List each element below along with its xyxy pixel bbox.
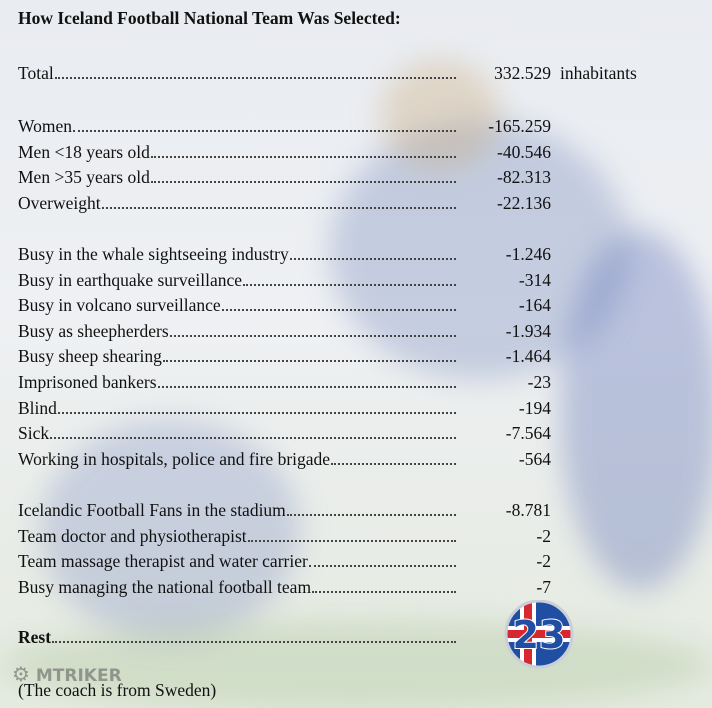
row: Sick: [18, 421, 458, 445]
unit: inhabitants: [560, 63, 637, 83]
row: Busy in the whale sightseeing industry: [18, 242, 458, 266]
row-label: Icelandic Football Fans in the stadium: [18, 500, 286, 520]
row-label: Total: [18, 63, 54, 83]
row: Total: [18, 61, 458, 85]
row: Busy in earthquake surveillance: [18, 268, 458, 292]
row: Working in hospitals, police and fire br…: [18, 447, 458, 471]
dot-leader: [169, 334, 456, 337]
dot-leader: [157, 386, 456, 388]
dot-leader: [150, 155, 456, 158]
dot-leader: [101, 206, 456, 209]
row-value: -314: [518, 269, 551, 290]
row: Men <18 years old: [18, 140, 458, 164]
background-photo: [560, 230, 712, 590]
row-label: Overweight: [18, 192, 101, 213]
dot-leader: [331, 462, 456, 465]
row: Rest: [18, 625, 458, 649]
row-label: Imprisoned bankers: [18, 372, 157, 392]
row-label: Busy managing the national football team: [18, 576, 312, 597]
background-photo: [0, 620, 712, 708]
row-value: 332.529: [494, 63, 551, 83]
row-value: -82.313: [497, 167, 551, 188]
background-photo: [40, 420, 300, 640]
dot-leader: [52, 641, 456, 643]
row-value: -2: [536, 525, 551, 546]
row-label: Busy as sheepherders: [18, 320, 169, 341]
dot-leader: [150, 181, 456, 184]
dot-leader: [221, 309, 456, 312]
dot-leader: [247, 539, 456, 542]
row: Men >35 years old: [18, 165, 458, 189]
dot-leader: [243, 283, 456, 286]
row-value: -1.246: [505, 244, 551, 264]
row-value: -23: [527, 372, 551, 392]
row-value: -194: [518, 397, 551, 418]
row-value: -2: [536, 551, 551, 572]
row-label: Men <18 years old: [18, 141, 150, 162]
row: Overweight: [18, 191, 458, 215]
row: Women: [18, 114, 458, 138]
row-value: -7: [536, 576, 551, 597]
dot-leader: [286, 514, 456, 516]
watermark: ⚙ MTRIKER: [12, 662, 122, 686]
watermark-text: MTRIKER: [35, 666, 122, 686]
row-value: -164: [518, 295, 551, 316]
row-value: -564: [518, 448, 551, 469]
row-label: Busy in volcano surveillance: [18, 295, 221, 316]
row-value: -40.546: [497, 141, 551, 162]
dot-leader: [57, 411, 456, 414]
row: Busy sheep shearing: [18, 344, 458, 368]
row: Busy managing the national football team: [18, 575, 458, 599]
dot-leader: [73, 130, 456, 132]
dot-leader: [308, 565, 456, 568]
row: Icelandic Football Fans in the stadium: [18, 498, 458, 522]
row-value: -8.781: [505, 500, 551, 520]
row: Team doctor and physiotherapist: [18, 524, 458, 548]
dot-leader: [162, 360, 456, 363]
row-value: -165.259: [488, 116, 551, 136]
row: Imprisoned bankers: [18, 370, 458, 394]
badge: 23: [504, 600, 574, 669]
dot-leader: [312, 590, 456, 593]
row-value: -22.136: [497, 192, 551, 213]
row-label: Busy in the whale sightseeing industry: [18, 244, 289, 264]
row-label: Busy in earthquake surveillance: [18, 269, 243, 290]
row-label: Men >35 years old: [18, 167, 150, 188]
row-label: Rest: [18, 627, 52, 647]
row-label: Sick: [18, 423, 50, 444]
title: How Iceland Football National Team Was S…: [18, 8, 401, 28]
row-label: Team doctor and physiotherapist: [18, 525, 247, 546]
dot-leader: [54, 77, 456, 79]
row-label: Team massage therapist and water carrier: [18, 551, 308, 572]
row-label: Working in hospitals, police and fire br…: [18, 448, 331, 469]
row: Busy in volcano surveillance: [18, 293, 458, 317]
row-value: -1.934: [505, 320, 551, 341]
note: (The coach is from Sweden): [18, 680, 217, 700]
dot-leader: [289, 258, 456, 260]
row-label: Women: [18, 116, 72, 136]
row: Blind: [18, 396, 458, 420]
row: Team massage therapist and water carrier: [18, 549, 458, 573]
row-value: -1.464: [505, 346, 551, 367]
row: Busy as sheepherders: [18, 319, 458, 343]
badge-number: 23: [513, 613, 566, 657]
row-label: Busy sheep shearing: [18, 346, 162, 367]
dot-leader: [50, 437, 456, 440]
row-label: Blind: [18, 397, 57, 418]
row-value: -7.564: [505, 423, 551, 444]
